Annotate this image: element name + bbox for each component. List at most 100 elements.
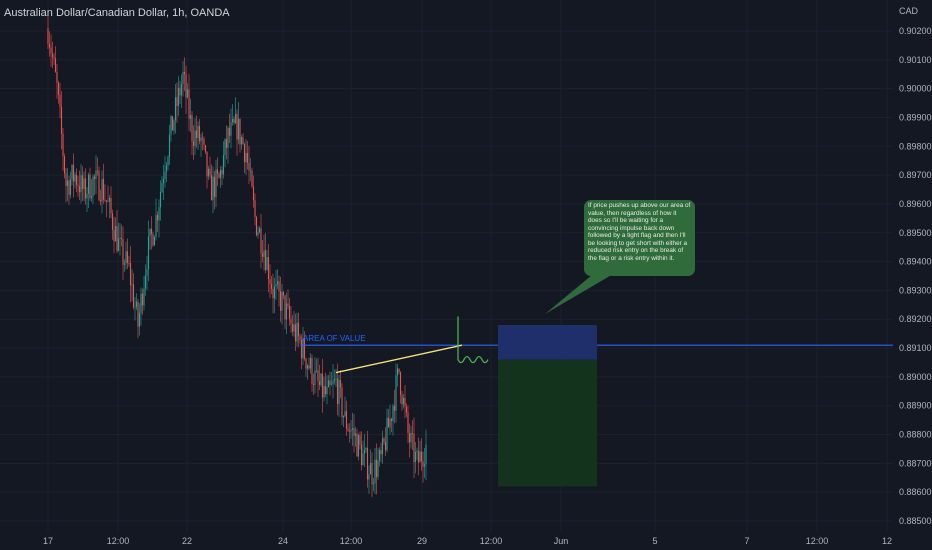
candle-body bbox=[362, 453, 364, 466]
candle-body bbox=[218, 173, 220, 178]
candle-body bbox=[140, 293, 142, 313]
candle-body bbox=[293, 324, 295, 332]
candle-body bbox=[192, 141, 195, 146]
candle-body bbox=[90, 196, 93, 199]
price-tick-label: 0.90000 bbox=[899, 84, 932, 94]
candle-body bbox=[363, 449, 366, 454]
candle-body bbox=[146, 269, 148, 276]
candle-body bbox=[183, 71, 186, 75]
candle-body bbox=[240, 137, 243, 145]
stop-loss-zone[interactable] bbox=[498, 325, 597, 360]
candle-body bbox=[269, 279, 271, 284]
time-tick-label: 12:00 bbox=[806, 536, 829, 546]
candle-body bbox=[314, 370, 316, 385]
candle-body bbox=[419, 451, 421, 463]
candle-body bbox=[152, 233, 154, 246]
candle-body bbox=[281, 291, 283, 311]
candle-body bbox=[287, 303, 289, 306]
candle-body bbox=[272, 288, 274, 299]
candle-body bbox=[117, 238, 120, 251]
candle-body bbox=[270, 283, 273, 289]
candle-body bbox=[266, 257, 268, 270]
time-tick-label: 5 bbox=[652, 536, 657, 546]
candle-body bbox=[230, 122, 232, 136]
candle-series bbox=[47, 12, 427, 498]
candle-body bbox=[87, 174, 90, 194]
candle-body bbox=[221, 170, 223, 175]
candle-body bbox=[102, 179, 105, 200]
candle-body bbox=[188, 89, 190, 119]
candle-body bbox=[186, 89, 189, 98]
candle-body bbox=[138, 312, 141, 327]
candle-body bbox=[225, 139, 228, 148]
candle-body bbox=[233, 118, 235, 123]
time-tick-label: 7 bbox=[744, 536, 749, 546]
rising-trend-line[interactable] bbox=[335, 344, 463, 374]
candle-body bbox=[318, 381, 321, 385]
candle-body bbox=[282, 291, 285, 296]
candle-body bbox=[164, 171, 166, 179]
chart-title: Australian Dollar/Canadian Dollar, 1h, O… bbox=[4, 7, 230, 19]
profit-target-zone[interactable] bbox=[498, 359, 597, 487]
candle-body bbox=[315, 370, 318, 372]
candle-body bbox=[261, 253, 264, 257]
candle-body bbox=[359, 435, 361, 445]
time-axis[interactable]: 17 12:00 22 24 12:00 29 12:00 Jun 5 7 12:00 12 bbox=[43, 536, 892, 546]
candle-body bbox=[69, 179, 72, 195]
candle-body bbox=[308, 365, 310, 369]
price-tick-label: 0.89500 bbox=[899, 228, 932, 238]
trade-plan-callout[interactable]: If price pushes up above our area of val… bbox=[584, 200, 695, 276]
time-tick-label: 29 bbox=[417, 536, 427, 546]
candle-body bbox=[288, 305, 291, 320]
candle-body bbox=[60, 106, 63, 134]
candle-body bbox=[420, 451, 423, 462]
price-projection-path[interactable] bbox=[457, 316, 489, 364]
candle-body bbox=[378, 450, 381, 461]
candle-body bbox=[173, 120, 175, 131]
candle-body bbox=[381, 438, 384, 455]
candle-body bbox=[302, 338, 304, 359]
candle-body bbox=[243, 144, 246, 163]
candle-body bbox=[86, 193, 88, 199]
candle-body bbox=[53, 57, 55, 59]
candle-body bbox=[71, 165, 73, 180]
candle-body bbox=[384, 441, 387, 451]
candle-body bbox=[129, 263, 132, 286]
candle-body bbox=[324, 386, 327, 395]
candle-body bbox=[275, 284, 277, 287]
candle-body bbox=[371, 463, 373, 485]
candle-body bbox=[345, 411, 348, 429]
candle-body bbox=[110, 197, 112, 214]
candle-body bbox=[48, 43, 51, 48]
candle-body bbox=[396, 368, 399, 376]
candle-body bbox=[228, 127, 231, 136]
candle-body bbox=[203, 138, 205, 145]
candle-body bbox=[312, 384, 315, 385]
time-tick-label: 12:00 bbox=[480, 536, 503, 546]
candle-body bbox=[389, 418, 391, 428]
candle-body bbox=[326, 387, 328, 395]
candle-body bbox=[414, 451, 417, 463]
candle-body bbox=[252, 186, 255, 201]
callout-pointer bbox=[545, 270, 620, 314]
candle-body bbox=[245, 153, 247, 163]
price-axis[interactable]: 0.90200 0.90100 0.90000 0.89900 0.89800 0.897… bbox=[899, 26, 932, 526]
candle-body bbox=[299, 336, 301, 341]
candle-body bbox=[54, 58, 57, 72]
candle-body bbox=[267, 257, 270, 280]
price-tick-label: 0.88500 bbox=[899, 516, 932, 526]
candle-body bbox=[104, 199, 106, 201]
price-tick-label: 0.89700 bbox=[899, 170, 932, 180]
candle-body bbox=[374, 459, 376, 484]
price-tick-label: 0.89200 bbox=[899, 314, 932, 324]
candle-body bbox=[113, 230, 115, 242]
candle-body bbox=[216, 169, 219, 174]
candle-body bbox=[180, 84, 183, 96]
candle-body bbox=[123, 263, 126, 265]
candle-body bbox=[95, 170, 97, 179]
candle-body bbox=[408, 433, 411, 443]
candle-body bbox=[332, 380, 334, 384]
candle-body bbox=[258, 228, 261, 233]
candle-body bbox=[411, 432, 414, 434]
